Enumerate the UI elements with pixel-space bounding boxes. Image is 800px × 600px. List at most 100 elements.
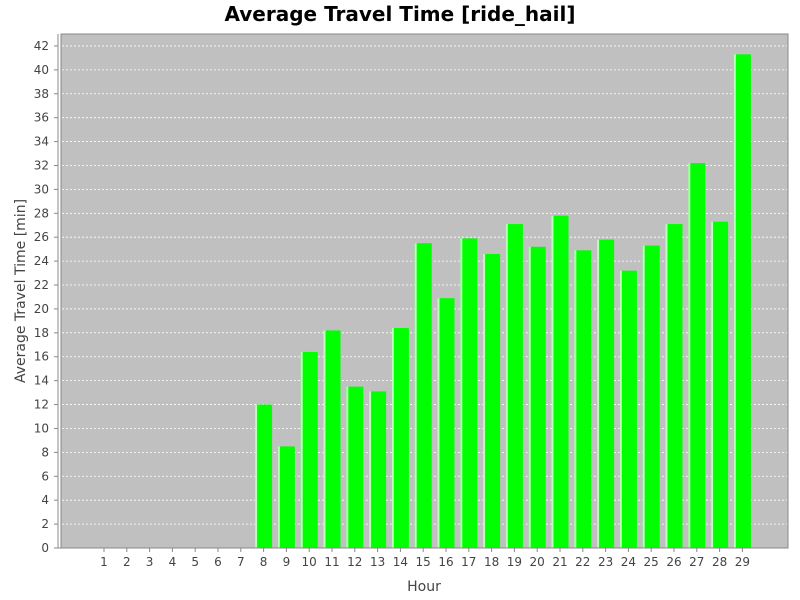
bar-highlight (391, 328, 394, 548)
x-tick-label: 19 (507, 555, 522, 569)
bar (391, 328, 409, 548)
x-tick-label: 20 (530, 555, 545, 569)
x-tick-label: 6 (214, 555, 222, 569)
bar-highlight (574, 250, 577, 548)
x-axis-label: Hour (407, 579, 441, 595)
bar-highlight (528, 246, 531, 548)
y-tick-label: 4 (41, 493, 49, 507)
bar (665, 224, 683, 548)
x-tick-label: 28 (712, 555, 727, 569)
bar (460, 238, 478, 548)
bar (597, 239, 615, 548)
bar (346, 386, 364, 548)
y-tick-label: 18 (34, 326, 49, 340)
y-tick-label: 30 (34, 182, 49, 196)
y-tick-label: 10 (34, 421, 49, 435)
x-tick-label: 11 (324, 555, 339, 569)
y-tick-label: 24 (34, 254, 49, 268)
x-tick-label: 9 (283, 555, 291, 569)
bar-highlight (414, 243, 417, 549)
x-tick-label: 21 (552, 555, 567, 569)
x-tick-label: 10 (302, 555, 317, 569)
x-tick-label: 18 (484, 555, 499, 569)
bar-highlight (437, 298, 440, 548)
y-tick-label: 34 (34, 135, 49, 149)
x-tick-label: 26 (666, 555, 681, 569)
x-tick-label: 17 (461, 555, 476, 569)
y-tick-label: 28 (34, 206, 49, 220)
bar-highlight (483, 253, 486, 548)
x-tick-label: 12 (347, 555, 362, 569)
bar-highlight (551, 215, 554, 548)
bar (277, 446, 295, 548)
bar (551, 215, 569, 548)
x-axis-ticks: 1 2 3 4 5 6 7 8 9 10 11 12 13 14 15 16 17 18 19 20 21 22 23 24 2… (100, 548, 750, 569)
bar (323, 330, 341, 548)
x-tick-label: 14 (393, 555, 408, 569)
bar-highlight (733, 54, 736, 549)
bar (619, 270, 637, 548)
bar (733, 54, 751, 549)
y-tick-label: 36 (34, 111, 49, 125)
y-tick-label: 2 (41, 517, 49, 531)
bar (483, 253, 501, 548)
bar-highlight (688, 163, 691, 549)
chart-title: Average Travel Time [ride_hail] (225, 2, 576, 26)
y-tick-label: 6 (41, 469, 49, 483)
x-tick-label: 23 (598, 555, 613, 569)
bar-highlight (711, 221, 714, 548)
x-tick-label: 2 (123, 555, 131, 569)
y-tick-label: 8 (41, 445, 49, 459)
y-tick-label: 16 (34, 350, 49, 364)
x-tick-label: 13 (370, 555, 385, 569)
bar-highlight (323, 330, 326, 548)
bars (255, 54, 751, 549)
y-tick-label: 42 (34, 39, 49, 53)
x-tick-label: 27 (689, 555, 704, 569)
x-tick-label: 3 (146, 555, 154, 569)
y-tick-label: 12 (34, 398, 49, 412)
bar-highlight (619, 270, 622, 548)
y-tick-label: 14 (34, 374, 49, 388)
x-tick-label: 8 (260, 555, 268, 569)
bar (574, 250, 592, 548)
x-tick-label: 24 (621, 555, 636, 569)
bar (528, 246, 546, 548)
bar-highlight (505, 224, 508, 548)
bar (437, 298, 455, 548)
bar-highlight (255, 404, 258, 548)
x-tick-label: 15 (416, 555, 431, 569)
bar (688, 163, 706, 549)
x-tick-label: 5 (191, 555, 199, 569)
x-tick-label: 7 (237, 555, 245, 569)
y-axis-label: Average Travel Time [min] (13, 199, 29, 383)
bar-highlight (642, 245, 645, 548)
bar-highlight (597, 239, 600, 548)
bar (642, 245, 660, 548)
bar-highlight (277, 446, 280, 548)
bar (505, 224, 523, 548)
bar (711, 221, 729, 548)
bar (300, 351, 318, 548)
bar-highlight (460, 238, 463, 548)
bar-highlight (346, 386, 349, 548)
y-tick-label: 20 (34, 302, 49, 316)
bar (255, 404, 273, 548)
bar (414, 243, 432, 549)
x-tick-label: 1 (100, 555, 108, 569)
x-tick-label: 29 (735, 555, 750, 569)
bar-highlight (300, 351, 303, 548)
x-tick-label: 16 (438, 555, 453, 569)
bar (369, 391, 387, 548)
y-tick-label: 22 (34, 278, 49, 292)
x-tick-label: 22 (575, 555, 590, 569)
bar-highlight (369, 391, 372, 548)
bar-highlight (665, 224, 668, 548)
y-tick-label: 32 (34, 158, 49, 172)
y-tick-label: 40 (34, 63, 49, 77)
x-tick-label: 25 (644, 555, 659, 569)
y-tick-label: 38 (34, 87, 49, 101)
